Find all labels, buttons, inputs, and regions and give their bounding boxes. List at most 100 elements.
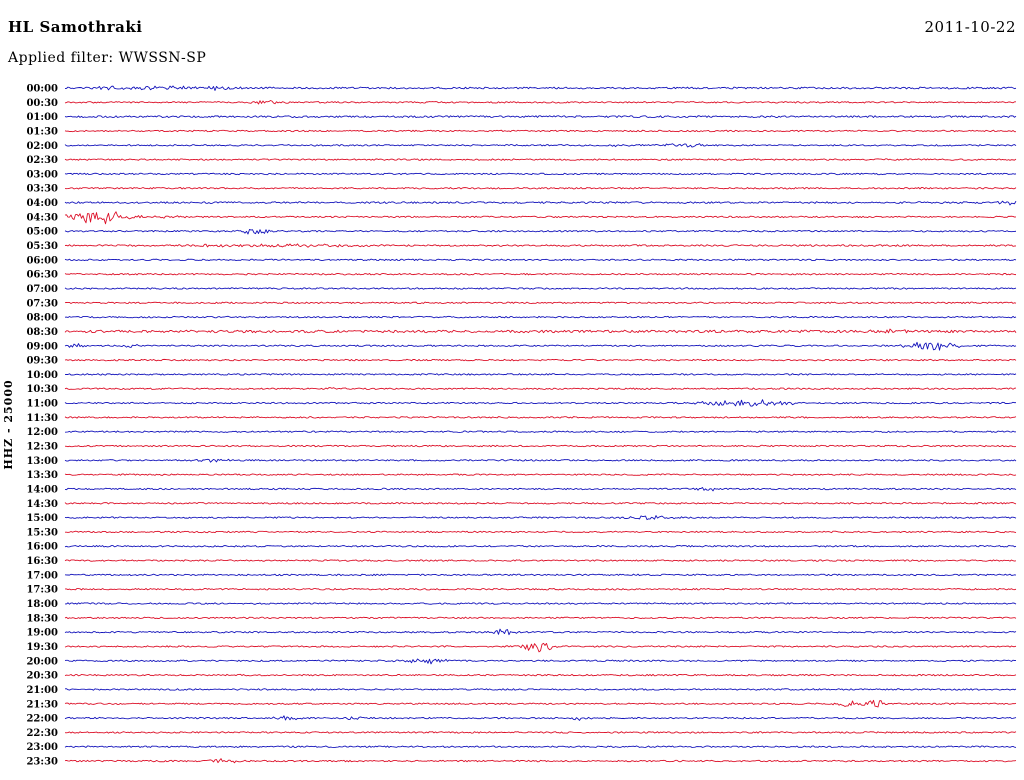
trace-row — [64, 143, 1017, 148]
trace-row — [64, 200, 1017, 206]
row-time-label: 00:00 — [26, 84, 58, 95]
row-time-label: 03:30 — [26, 184, 58, 195]
trace-row — [64, 373, 1017, 376]
trace-row — [64, 272, 1017, 276]
trace-row — [64, 502, 1017, 505]
trace-row — [64, 243, 1017, 248]
trace-row — [64, 287, 1017, 290]
row-time-label: 14:30 — [26, 499, 58, 510]
trace-row — [64, 715, 1017, 721]
trace-row — [64, 602, 1017, 605]
row-time-label: 06:30 — [26, 270, 58, 281]
trace-row — [64, 628, 1017, 636]
row-time-label: 13:30 — [26, 470, 58, 481]
row-time-label: 22:00 — [26, 714, 58, 725]
trace-row — [64, 341, 1017, 351]
trace-row — [64, 100, 1017, 105]
row-time-label: 07:30 — [26, 298, 58, 309]
trace-row — [64, 487, 1017, 492]
row-time-label: 14:00 — [26, 484, 58, 495]
row-time-label: 01:30 — [26, 126, 58, 137]
row-time-label: 20:00 — [26, 656, 58, 667]
row-time-label: 04:00 — [26, 198, 58, 209]
row-time-label: 08:00 — [26, 313, 58, 324]
trace-row — [64, 616, 1017, 620]
trace-row — [64, 758, 1017, 764]
trace-row — [64, 688, 1017, 691]
trace-row — [64, 399, 1017, 407]
station-title: HL Samothraki — [8, 18, 143, 36]
trace-row — [64, 515, 1017, 521]
channel-scale-label: HHZ - 25000 — [2, 379, 15, 469]
row-time-label: 11:30 — [26, 413, 58, 424]
row-time-label: 07:00 — [26, 284, 58, 295]
trace-row — [64, 658, 1017, 665]
row-time-label: 09:00 — [26, 341, 58, 352]
row-time-label: 02:30 — [26, 155, 58, 166]
trace-row — [64, 588, 1017, 591]
row-time-label: 15:30 — [26, 527, 58, 538]
trace-row — [64, 559, 1017, 562]
trace-row — [64, 85, 1017, 91]
row-time-label: 17:30 — [26, 585, 58, 596]
trace-row — [64, 387, 1017, 390]
trace-row — [64, 258, 1017, 262]
row-time-label: 05:30 — [26, 241, 58, 252]
trace-row — [64, 211, 1017, 225]
trace-row — [64, 172, 1017, 176]
row-time-label: 21:30 — [26, 699, 58, 710]
row-time-label: 04:30 — [26, 212, 58, 223]
trace-row — [64, 745, 1017, 748]
row-time-label: 15:00 — [26, 513, 58, 524]
row-time-label: 17:00 — [26, 570, 58, 581]
row-time-label: 18:30 — [26, 613, 58, 624]
trace-row — [64, 673, 1017, 677]
trace-row — [64, 731, 1017, 734]
trace-row — [64, 358, 1017, 362]
row-time-label: 20:30 — [26, 671, 58, 682]
row-time-label: 18:00 — [26, 599, 58, 610]
row-time-label: 16:00 — [26, 542, 58, 553]
trace-row — [64, 229, 1017, 235]
applied-filter-label: Applied filter: WWSSN-SP — [8, 50, 207, 66]
row-time-label: 10:30 — [26, 384, 58, 395]
trace-row — [64, 473, 1017, 476]
trace-row — [64, 315, 1017, 319]
trace-row — [64, 301, 1017, 304]
row-time-label: 09:30 — [26, 356, 58, 367]
trace-row — [64, 545, 1017, 548]
row-time-label: 06:00 — [26, 255, 58, 266]
row-time-label: 16:30 — [26, 556, 58, 567]
trace-row — [64, 187, 1017, 190]
row-time-label: 13:00 — [26, 456, 58, 467]
row-time-label: 23:00 — [26, 742, 58, 753]
trace-row — [64, 444, 1017, 448]
row-time-label: 21:00 — [26, 685, 58, 696]
row-time-label: 08:30 — [26, 327, 58, 338]
row-time-label: 02:00 — [26, 141, 58, 152]
trace-row — [64, 328, 1017, 334]
row-time-label: 10:00 — [26, 370, 58, 381]
row-time-label: 05:00 — [26, 227, 58, 238]
row-time-label: 03:00 — [26, 169, 58, 180]
trace-row — [64, 642, 1017, 653]
row-time-label: 12:00 — [26, 427, 58, 438]
trace-row — [64, 458, 1017, 463]
row-time-label: 19:00 — [26, 628, 58, 639]
row-time-label: 19:30 — [26, 642, 58, 653]
trace-row — [64, 416, 1017, 419]
trace-row — [64, 530, 1017, 534]
record-date: 2011-10-22 — [924, 18, 1016, 36]
row-time-label: 22:30 — [26, 728, 58, 739]
trace-row — [64, 699, 1017, 708]
trace-row — [64, 158, 1017, 161]
row-time-label: 23:30 — [26, 757, 58, 768]
trace-row — [64, 430, 1017, 433]
row-time-label: 12:30 — [26, 442, 58, 453]
row-time-label: 00:30 — [26, 98, 58, 109]
trace-row — [64, 129, 1017, 133]
row-time-label: 11:00 — [26, 399, 58, 410]
trace-row — [64, 115, 1017, 118]
